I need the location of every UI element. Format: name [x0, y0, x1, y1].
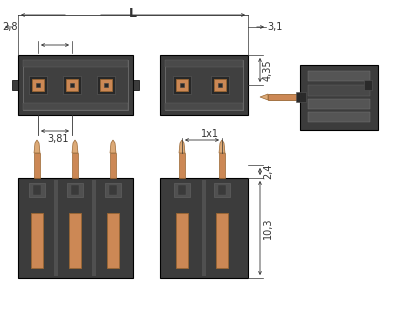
- Text: 3,1: 3,1: [267, 22, 282, 32]
- Bar: [173, 76, 191, 94]
- Bar: [160, 178, 248, 278]
- Bar: [23, 60, 128, 67]
- Bar: [308, 71, 370, 81]
- Bar: [36, 83, 40, 87]
- Bar: [214, 183, 230, 197]
- Bar: [211, 76, 229, 94]
- Bar: [109, 185, 117, 195]
- Bar: [12, 80, 18, 90]
- Bar: [216, 213, 228, 268]
- Bar: [97, 76, 115, 94]
- Bar: [69, 213, 81, 268]
- Bar: [214, 79, 226, 91]
- Bar: [104, 83, 108, 87]
- Bar: [67, 183, 83, 197]
- Bar: [31, 213, 43, 268]
- Bar: [29, 76, 47, 94]
- Polygon shape: [179, 140, 185, 153]
- Bar: [268, 94, 300, 100]
- Polygon shape: [260, 94, 268, 100]
- Bar: [29, 183, 45, 197]
- Bar: [107, 213, 119, 268]
- Polygon shape: [72, 140, 78, 153]
- Bar: [92, 180, 96, 276]
- Bar: [218, 185, 226, 195]
- Polygon shape: [110, 140, 116, 153]
- Bar: [202, 180, 206, 276]
- Bar: [18, 178, 133, 278]
- Bar: [72, 153, 78, 178]
- Bar: [100, 79, 112, 91]
- Bar: [105, 183, 121, 197]
- Bar: [165, 60, 243, 67]
- Bar: [179, 153, 185, 178]
- Bar: [308, 85, 370, 96]
- Bar: [296, 92, 306, 102]
- Bar: [23, 103, 128, 110]
- Bar: [32, 79, 44, 91]
- Bar: [165, 60, 243, 110]
- Bar: [165, 103, 243, 110]
- Bar: [180, 83, 184, 87]
- Bar: [178, 185, 186, 195]
- Bar: [33, 185, 41, 195]
- Bar: [300, 65, 378, 130]
- Text: L: L: [129, 6, 137, 19]
- Bar: [66, 79, 78, 91]
- Bar: [174, 183, 190, 197]
- Bar: [18, 55, 133, 115]
- Bar: [63, 76, 81, 94]
- Bar: [176, 213, 188, 268]
- Bar: [308, 99, 370, 109]
- Bar: [71, 185, 79, 195]
- Bar: [218, 83, 222, 87]
- Bar: [308, 112, 370, 122]
- Text: 3,81: 3,81: [47, 134, 69, 144]
- Bar: [364, 80, 372, 90]
- Bar: [23, 60, 128, 110]
- Bar: [133, 80, 139, 90]
- Bar: [219, 153, 225, 178]
- Polygon shape: [34, 140, 40, 153]
- Bar: [110, 153, 116, 178]
- Bar: [54, 180, 58, 276]
- Bar: [70, 83, 74, 87]
- Bar: [160, 55, 248, 115]
- Text: 10,3: 10,3: [263, 217, 273, 239]
- Text: 2,8: 2,8: [2, 22, 18, 32]
- Text: 2,4: 2,4: [263, 163, 273, 179]
- Bar: [176, 79, 188, 91]
- Text: 1x1: 1x1: [201, 129, 219, 139]
- Bar: [34, 153, 40, 178]
- Polygon shape: [219, 140, 225, 153]
- Text: 4,35: 4,35: [263, 59, 273, 81]
